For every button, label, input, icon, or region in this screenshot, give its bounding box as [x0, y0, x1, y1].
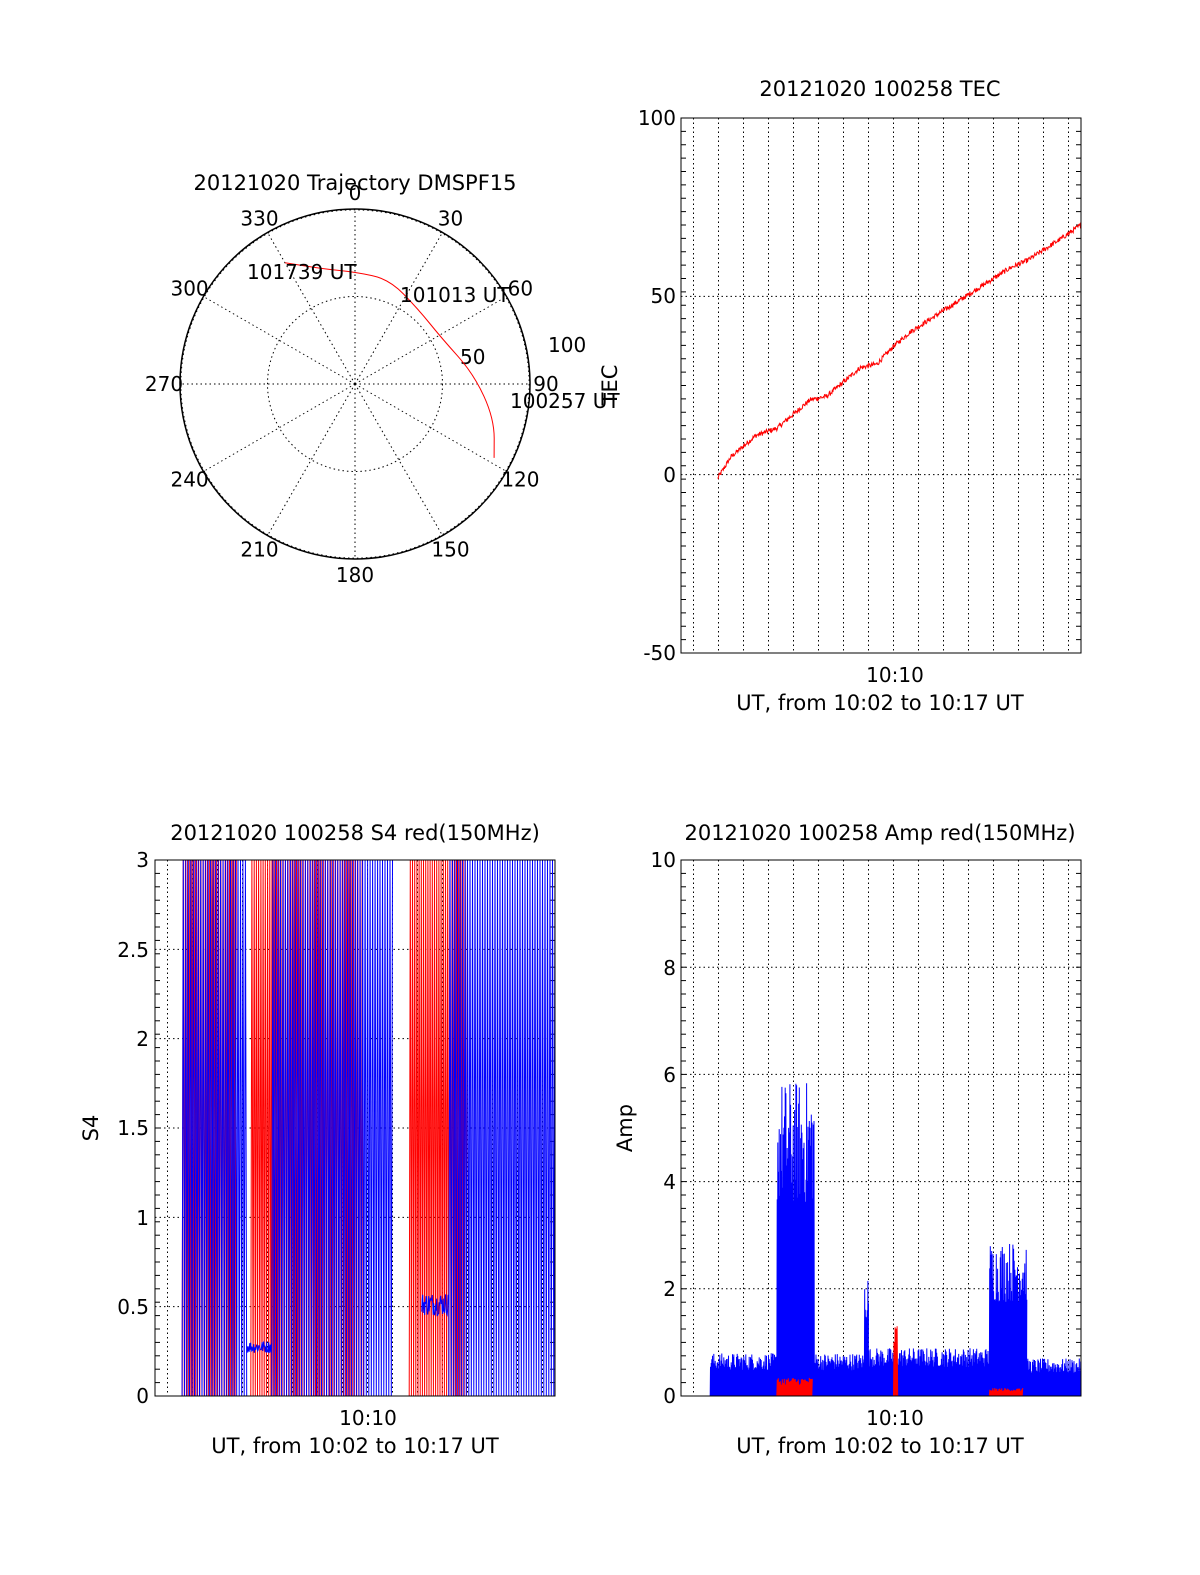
polar-spoke: [267, 383, 356, 536]
amp-xlabel: UT, from 10:02 to 10:17 UT: [736, 1434, 1024, 1458]
amp-ylabel: Amp: [613, 1104, 637, 1152]
polar-spoke: [203, 383, 356, 472]
polar-annotation-start: 100257 UT: [510, 389, 620, 413]
tec-title: 20121020 100258 TEC: [759, 77, 1000, 101]
s4-blue-segment: [271, 859, 393, 1397]
s4-ytick-0p5: 0.5: [117, 1295, 149, 1319]
amp-title: 20121020 100258 Amp red(150MHz): [684, 821, 1075, 845]
s4-red-segment: [408, 859, 468, 1397]
s4-panel: 20121020 100258 S4 red(150MHz) 3 2.5 2 1…: [79, 821, 556, 1458]
s4-ytick-2: 2: [136, 1027, 149, 1051]
polar-grid: [179, 208, 531, 560]
amp-blue-segment: [1026, 1358, 1082, 1397]
polar-azimuth-label: 240: [170, 468, 208, 492]
amp-blue-segment: [868, 1348, 990, 1397]
s4-ytick-0: 0: [136, 1384, 149, 1408]
polar-panel: 20121020 Trajectory DMSPF15 0 30 60 90 120 15…: [145, 171, 620, 587]
polar-trajectory-line: [284, 262, 495, 458]
polar-azimuth-label: 0: [349, 181, 362, 205]
s4-blue-series: [181, 859, 556, 1397]
s4-blue-segment: [421, 1294, 450, 1317]
amp-ytick-0: 0: [663, 1384, 676, 1408]
amp-blue-segment: [988, 1243, 1028, 1397]
tec-ytick-0: 0: [663, 463, 676, 487]
polar-azimuth-label: 90: [533, 372, 558, 396]
amp-ytick-8: 8: [663, 956, 676, 980]
polar-grid-ring: [180, 209, 530, 559]
polar-spoke: [354, 232, 443, 385]
polar-azimuth-label: 270: [145, 372, 183, 396]
s4-ytick-1: 1: [136, 1206, 149, 1230]
amp-red-segment: [988, 1387, 1024, 1397]
amp-ytick-6: 6: [663, 1063, 676, 1087]
polar-azimuth-label: 60: [508, 277, 533, 301]
polar-azimuth-label: 180: [336, 563, 374, 587]
s4-blue-segment: [448, 859, 556, 1397]
tec-panel: 20121020 100258 TEC 100 50 0 -50 10:10 U…: [598, 77, 1082, 715]
amp-ytick-4: 4: [663, 1170, 676, 1194]
tec-xlabel: UT, from 10:02 to 10:17 UT: [736, 691, 1024, 715]
polar-annotation-end: 101739 UT: [247, 260, 357, 284]
polar-azimuth-label: 330: [240, 207, 278, 231]
amp-grid: [681, 859, 1081, 1397]
polar-azimuth-label: 30: [438, 207, 463, 231]
s4-blue-segment: [246, 1341, 273, 1354]
polar-azimuth-labels: 0 30 60 90 120 150 180 210 240 270 300 330: [145, 181, 559, 587]
polar-azimuth-label: 150: [431, 537, 469, 561]
polar-grid-ring: [267, 296, 443, 472]
tec-series-line: [717, 222, 1082, 480]
s4-xtick: 10:10: [339, 1406, 397, 1430]
tec-ytick-50: 50: [651, 284, 676, 308]
polar-azimuth-label: 210: [240, 537, 278, 561]
amp-red-segment: [893, 1326, 899, 1397]
polar-spoke: [354, 296, 507, 385]
polar-azimuth-label: 120: [501, 468, 539, 492]
s4-frame: [154, 859, 556, 1397]
amp-panel: 20121020 100258 Amp red(150MHz) 10 8 6 4…: [613, 821, 1082, 1458]
amp-blue-segment: [863, 1280, 869, 1397]
polar-radial-label-50: 50: [460, 345, 485, 369]
s4-ytick-3: 3: [136, 848, 149, 872]
amp-blue-segment: [813, 1354, 865, 1397]
tec-ytick-100: 100: [638, 106, 676, 130]
amp-ytick-2: 2: [663, 1277, 676, 1301]
tec-ylabel: TEC: [598, 365, 622, 407]
amp-red-segment: [776, 1377, 813, 1397]
tec-grid: [681, 117, 1081, 654]
s4-ytick-1p5: 1.5: [117, 1116, 149, 1140]
s4-xlabel: UT, from 10:02 to 10:17 UT: [211, 1434, 499, 1458]
amp-blue-segment: [709, 1353, 778, 1397]
amp-blue-segment: [776, 1083, 815, 1397]
tec-xtick: 10:10: [866, 663, 924, 687]
polar-azimuth-label: 300: [170, 277, 208, 301]
s4-red-segment: [250, 859, 331, 1397]
s4-ylabel: S4: [79, 1115, 103, 1142]
polar-outer-ring: [179, 208, 531, 560]
s4-title: 20121020 100258 S4 red(150MHz): [170, 821, 540, 845]
amp-xtick: 10:10: [866, 1406, 924, 1430]
tec-frame: [680, 117, 1082, 654]
amp-frame: [680, 859, 1082, 1397]
tec-ytick-neg50: -50: [643, 641, 676, 665]
s4-ytick-2p5: 2.5: [117, 938, 149, 962]
amp-ytick-10: 10: [651, 848, 676, 872]
polar-title: 20121020 Trajectory DMSPF15: [193, 171, 516, 195]
polar-annotation-mid: 101013 UT: [400, 283, 510, 307]
polar-radial-label-100: 100: [548, 333, 586, 357]
